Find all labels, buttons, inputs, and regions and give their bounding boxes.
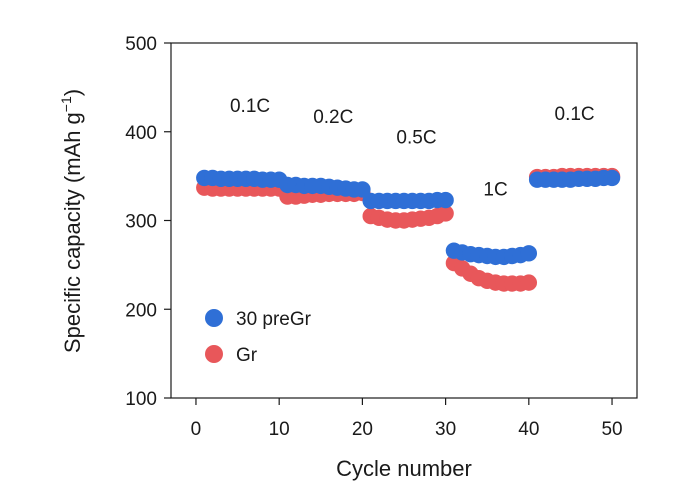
x-tick-label: 30 <box>435 419 456 440</box>
y-tick-label: 300 <box>125 212 157 233</box>
rate-label: 0.1C <box>230 96 270 117</box>
x-tick-label: 50 <box>601 419 622 440</box>
rate-label: 0.1C <box>555 104 595 125</box>
y-axis-title-main: Specific capacity (mAh g <box>60 112 85 353</box>
x-tick-label: 10 <box>269 419 290 440</box>
point-30-pregr <box>354 181 371 198</box>
point-30-pregr <box>520 245 538 262</box>
point-30-pregr <box>603 169 621 187</box>
rate-labels: 0.1C 0.2C 0.5C 1C 0.1C <box>230 96 595 200</box>
legend: 30 preGr Gr <box>205 309 312 366</box>
y-tick-label: 100 <box>125 389 157 410</box>
y-tick-label: 500 <box>125 34 157 55</box>
point-gr <box>520 274 538 291</box>
rate-label: 1C <box>483 180 507 201</box>
legend-marker-30-pregr <box>205 309 223 327</box>
legend-marker-gr <box>205 345 223 363</box>
y-axis-title-superscript: −1 <box>58 96 74 112</box>
x-axis-title: Cycle number <box>336 456 472 481</box>
y-tick-label: 400 <box>125 123 157 144</box>
x-tick-label: 0 <box>191 419 202 440</box>
y-axis-title: Specific capacity (mAh g−1) <box>58 89 85 353</box>
data-points <box>196 167 621 292</box>
y-tick-label: 200 <box>125 300 157 321</box>
ticks: 0 10 20 30 40 50 100 200 300 400 500 <box>125 34 622 440</box>
legend-label-30-pregr: 30 preGr <box>236 309 312 330</box>
rate-label: 0.5C <box>396 127 436 148</box>
x-tick-label: 20 <box>352 419 373 440</box>
point-30-pregr <box>437 191 454 209</box>
x-tick-label: 40 <box>518 419 539 440</box>
point-gr <box>437 205 454 222</box>
rate-label: 0.2C <box>313 107 353 128</box>
legend-label-gr: Gr <box>236 345 258 366</box>
y-axis-title-close: ) <box>60 89 85 96</box>
